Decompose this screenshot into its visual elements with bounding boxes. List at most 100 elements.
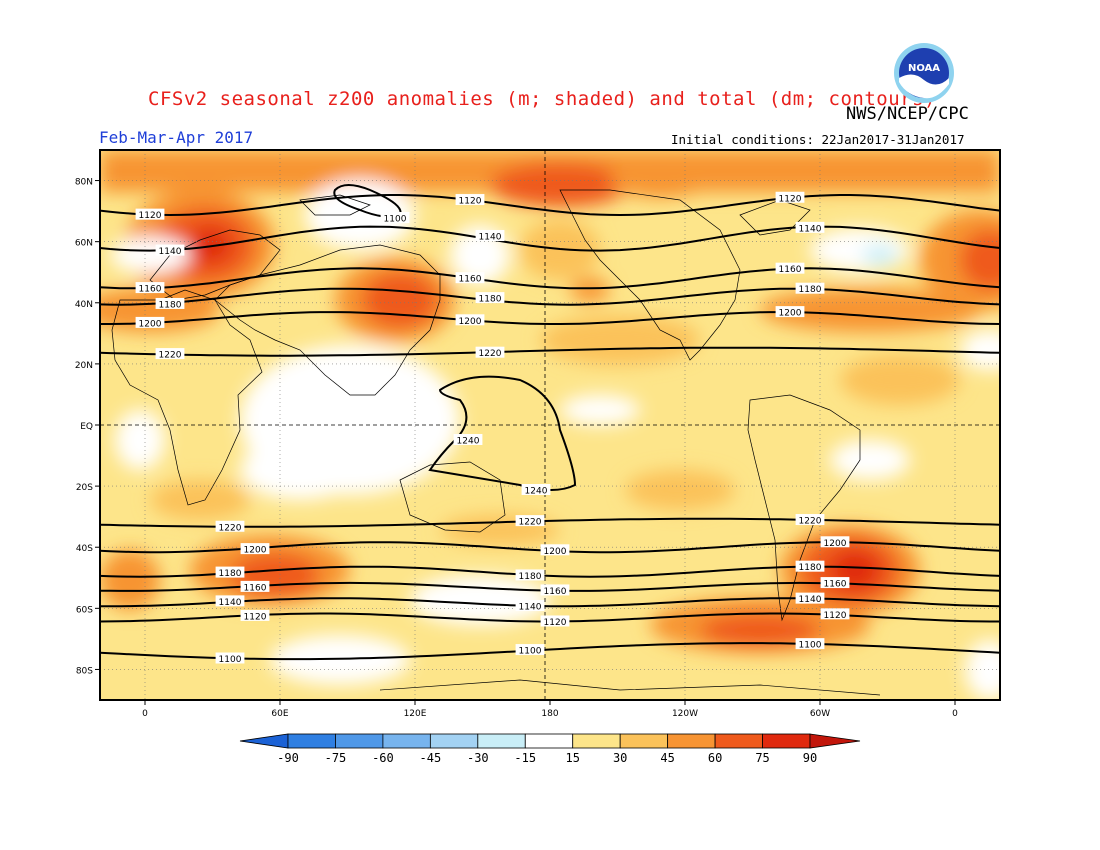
contour-label: 1200: [139, 319, 162, 329]
contour-label-bg: [515, 600, 545, 612]
contour-label: 1140: [479, 233, 502, 243]
contour-line-nh: [100, 287, 1000, 306]
contour-line-sh: [100, 517, 1000, 528]
contour-label-bg: [215, 566, 245, 578]
lat-tick-label: 40N: [75, 300, 93, 310]
contour-label-bg: [540, 584, 570, 596]
lon-tick-label: 0: [952, 709, 958, 719]
contour-label: 1240: [525, 487, 548, 497]
contour-label-bg: [155, 348, 185, 360]
lon-tick-label: 180: [541, 709, 558, 719]
contour-label-bg: [475, 346, 505, 358]
contour-label: 1120: [244, 612, 267, 622]
contour-label-bg: [515, 644, 545, 656]
contour-label-bg: [215, 520, 245, 532]
colorbar-label: -15: [514, 751, 536, 765]
contour-label: 1220: [159, 351, 182, 361]
colorbar-swatch: [524, 733, 574, 749]
lat-tick-label: EQ: [80, 422, 93, 432]
contour-label-bg: [820, 608, 850, 620]
contour-label: 1160: [824, 580, 847, 590]
contour-label-bg: [521, 484, 551, 495]
contour-label-bg: [135, 208, 165, 220]
colorbar-label: 30: [613, 751, 627, 765]
contour-label: 1160: [244, 583, 267, 593]
contour-line-nh: [100, 267, 1000, 290]
contour-label-bg: [775, 306, 805, 318]
contour-line-nh: [100, 225, 1000, 252]
contour-label-bg: [795, 592, 825, 604]
contour-line-sh: [100, 642, 1000, 661]
contour-label: 1220: [799, 517, 822, 527]
colorbar-label: -45: [420, 751, 442, 765]
contour-line-nh: [100, 346, 1000, 357]
contour-label-bg: [455, 314, 485, 326]
contour-label: 1100: [519, 647, 542, 657]
contour-label: 1220: [479, 349, 502, 359]
colorbar-arrow-right: [809, 733, 861, 749]
contour-label-bg: [775, 262, 805, 274]
contour-label: 1120: [779, 194, 802, 204]
anomaly-shading: [100, 150, 1000, 700]
contour-label-bg: [240, 580, 270, 592]
contour-label: 1120: [459, 197, 482, 207]
contour-label-bg: [795, 514, 825, 526]
contour-label-bg: [453, 434, 483, 445]
closed-contour-pacific: [428, 375, 577, 491]
north-america-outline: [559, 189, 741, 361]
contour-label-bg: [215, 595, 245, 607]
contour-label: 1220: [219, 523, 242, 533]
colorbar-label: -60: [372, 751, 394, 765]
noaa-logo: NOAA: [894, 43, 954, 103]
contour-label: 1180: [159, 300, 182, 310]
australia-outline: [399, 461, 506, 533]
contour-label: 1120: [544, 618, 567, 628]
contour-label-bg: [455, 194, 485, 206]
contour-line-nh: [100, 311, 1000, 325]
contour-label-bg: [135, 316, 165, 328]
lat-tick-label: 40S: [76, 544, 93, 554]
asia-outline: [214, 244, 441, 396]
contour-label-bg: [820, 536, 850, 548]
colorbar-label: -75: [325, 751, 347, 765]
colorbar-swatch: [619, 733, 669, 749]
contour-line-nh: [100, 194, 1000, 217]
agency-label: NWS/NCEP/CPC: [846, 104, 969, 124]
colorbar-arrow-left: [239, 733, 289, 749]
colorbar-label: 45: [660, 751, 674, 765]
south-america-outline: [747, 394, 861, 622]
lon-tick-label: 120W: [672, 709, 698, 719]
contour-label: 1140: [219, 598, 242, 608]
colorbar-label: -90: [277, 751, 299, 765]
contour-label: 1200: [544, 547, 567, 557]
lat-tick-label: 60S: [76, 605, 93, 615]
contour-label: 1160: [544, 587, 567, 597]
contour-label: 1200: [779, 309, 802, 319]
contour-label-bg: [795, 221, 825, 233]
contour-label-bg: [455, 272, 485, 284]
contour-label-bg: [475, 292, 505, 304]
contour-label: 1160: [779, 265, 802, 275]
colorbar-label: 75: [755, 751, 769, 765]
contour-label: 1180: [799, 563, 822, 573]
forecast-period: Feb-Mar-Apr 2017: [99, 128, 254, 147]
contour-label: 1240: [457, 437, 480, 447]
contour-label: 1140: [799, 595, 822, 605]
colorbar-swatch: [335, 733, 384, 749]
contour-line-sh: [100, 597, 1000, 608]
contour-label: 1180: [219, 569, 242, 579]
contour-label-bg: [540, 615, 570, 627]
contour-label-bg: [795, 638, 825, 650]
noaa-logo-text: NOAA: [908, 63, 940, 74]
contour-label: 1100: [799, 641, 822, 651]
contour-label-bg: [215, 652, 245, 664]
lat-tick-label: 80N: [75, 178, 93, 188]
contour-label: 1140: [519, 603, 542, 613]
contour-label: 1100: [384, 215, 407, 225]
contour-label: 1200: [824, 539, 847, 549]
colorbar-swatch: [714, 733, 763, 749]
contour-label: 1160: [139, 285, 162, 295]
